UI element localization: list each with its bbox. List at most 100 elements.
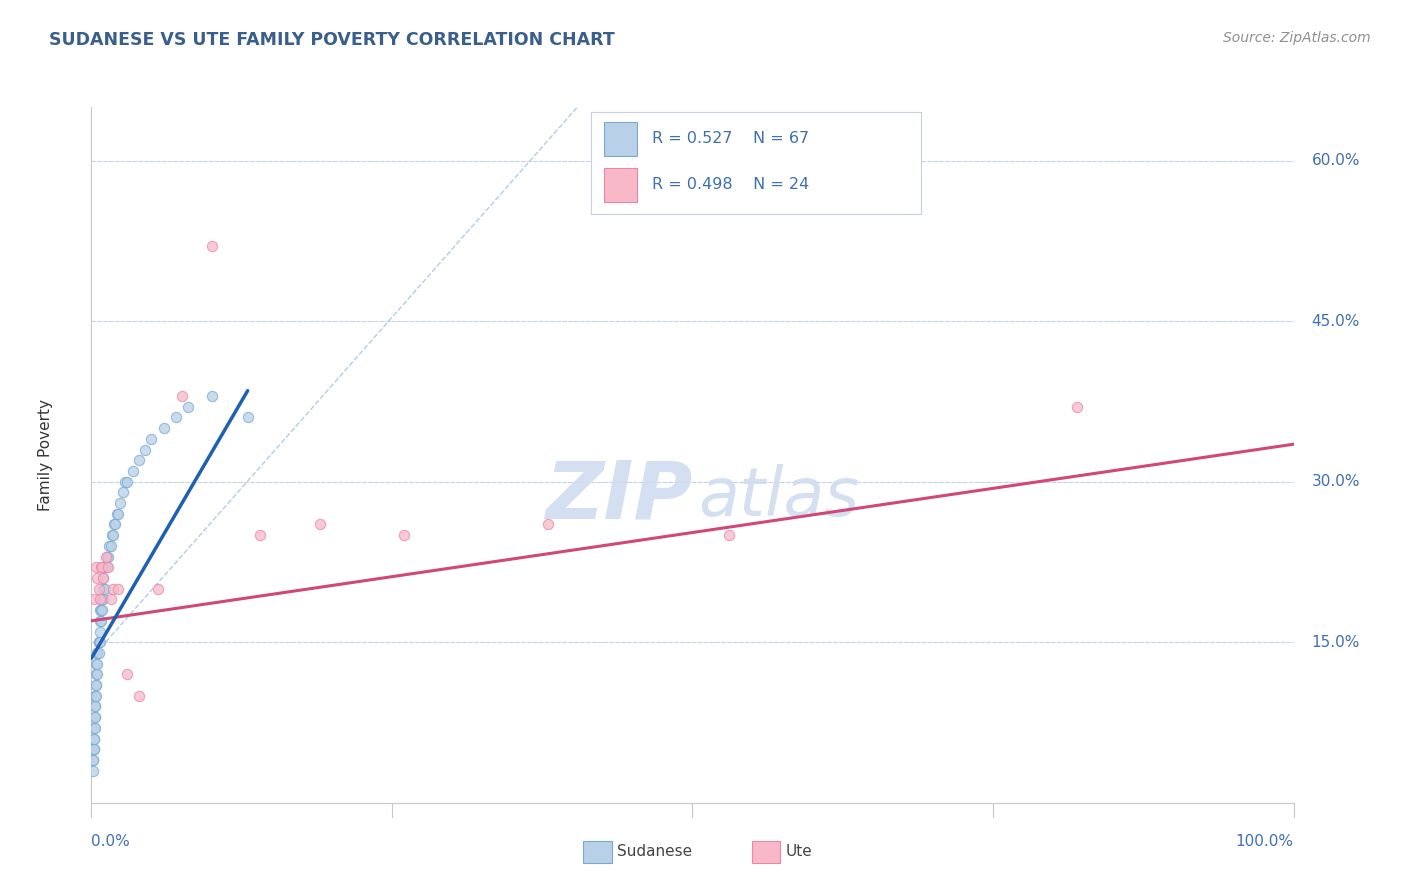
Text: 45.0%: 45.0%: [1312, 314, 1360, 328]
Point: [89, 603, 111, 617]
Text: 30.0%: 30.0%: [1312, 475, 1360, 489]
Bar: [603, 122, 637, 155]
Point: [122, 464, 145, 478]
Point: [101, 528, 124, 542]
Point: [110, 496, 132, 510]
Point: [87, 582, 110, 596]
Point: [105, 507, 128, 521]
Text: 0.0%: 0.0%: [91, 834, 131, 849]
Point: [201, 239, 224, 253]
Point: [84, 689, 107, 703]
Point: [87, 635, 110, 649]
Point: [83, 742, 105, 756]
Point: [84, 678, 107, 692]
Point: [100, 592, 122, 607]
Point: [90, 603, 112, 617]
Point: [97, 560, 120, 574]
Point: [94, 549, 117, 564]
Point: [83, 721, 105, 735]
Point: [84, 699, 107, 714]
Point: [82, 742, 104, 756]
Point: [117, 667, 139, 681]
Point: [91, 592, 114, 607]
Point: [84, 710, 107, 724]
Point: [84, 678, 107, 692]
Point: [89, 624, 111, 639]
Point: [128, 453, 150, 467]
Point: [201, 389, 224, 403]
Point: [93, 571, 115, 585]
Text: R = 0.498    N = 24: R = 0.498 N = 24: [651, 178, 808, 193]
Point: [717, 528, 740, 542]
Point: [84, 689, 107, 703]
Point: [101, 528, 124, 542]
Point: [170, 389, 193, 403]
Point: [91, 560, 114, 574]
Point: [114, 475, 136, 489]
Point: [141, 432, 163, 446]
Point: [93, 582, 115, 596]
Text: SUDANESE VS UTE FAMILY POVERTY CORRELATION CHART: SUDANESE VS UTE FAMILY POVERTY CORRELATI…: [49, 31, 614, 49]
Point: [82, 764, 104, 778]
Point: [89, 635, 111, 649]
Point: [165, 410, 187, 425]
Text: Sudanese: Sudanese: [617, 845, 692, 859]
Point: [86, 657, 108, 671]
Point: [146, 582, 169, 596]
Point: [86, 646, 108, 660]
Point: [308, 517, 330, 532]
Point: [90, 560, 112, 574]
Point: [83, 731, 105, 746]
Point: [103, 517, 125, 532]
Point: [90, 592, 112, 607]
Point: [236, 410, 259, 425]
Point: [134, 442, 156, 457]
Point: [128, 689, 150, 703]
Point: [98, 539, 121, 553]
Bar: [603, 168, 637, 202]
Point: [87, 646, 110, 660]
Point: [107, 582, 129, 596]
Point: [104, 517, 127, 532]
Point: [107, 507, 129, 521]
Point: [392, 528, 415, 542]
Point: [97, 549, 120, 564]
Point: [83, 592, 105, 607]
Point: [537, 517, 560, 532]
Point: [84, 560, 107, 574]
Point: [84, 710, 107, 724]
Point: [89, 614, 111, 628]
Point: [84, 657, 107, 671]
Point: [84, 689, 107, 703]
Point: [93, 582, 115, 596]
Point: [83, 731, 105, 746]
Point: [87, 635, 110, 649]
Text: ZIP: ZIP: [546, 458, 692, 536]
Point: [176, 400, 198, 414]
Point: [86, 667, 108, 681]
Text: 15.0%: 15.0%: [1312, 635, 1360, 649]
Point: [94, 560, 117, 574]
Point: [86, 646, 108, 660]
Point: [101, 582, 124, 596]
Text: atlas: atlas: [699, 464, 859, 530]
Point: [89, 592, 111, 607]
Point: [96, 549, 118, 564]
Point: [1066, 400, 1088, 414]
Point: [84, 699, 107, 714]
Point: [96, 560, 118, 574]
Point: [152, 421, 174, 435]
Point: [93, 592, 115, 607]
Point: [93, 560, 115, 574]
Text: Family Poverty: Family Poverty: [38, 399, 53, 511]
Text: R = 0.527    N = 67: R = 0.527 N = 67: [651, 131, 808, 146]
Text: Ute: Ute: [786, 845, 813, 859]
Point: [83, 742, 105, 756]
Point: [117, 475, 139, 489]
Text: Source: ZipAtlas.com: Source: ZipAtlas.com: [1223, 31, 1371, 45]
Point: [86, 571, 108, 585]
Point: [249, 528, 271, 542]
Text: 100.0%: 100.0%: [1236, 834, 1294, 849]
Point: [90, 614, 112, 628]
Point: [84, 721, 107, 735]
